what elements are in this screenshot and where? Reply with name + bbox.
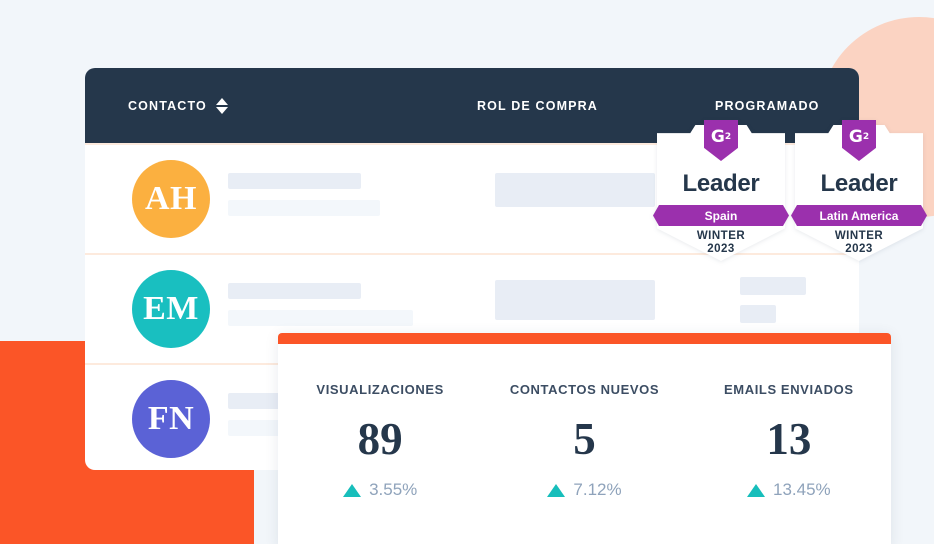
avatar: EM bbox=[132, 270, 210, 348]
g2-logo-superscript: 2 bbox=[724, 131, 732, 142]
badge-region-ribbon: Spain bbox=[653, 205, 789, 226]
badge-season-year: 2023 bbox=[707, 243, 735, 255]
stat-delta-value: 7.12% bbox=[573, 480, 622, 499]
badge-region-ribbon: Latin America bbox=[791, 205, 927, 226]
sort-descending-arrow bbox=[215, 106, 228, 114]
badge-season-name: WINTER bbox=[834, 230, 884, 242]
stat-contactos-nuevos: CONTACTOS NUEVOS 5 7.12% bbox=[482, 382, 686, 500]
skeleton-role-block bbox=[495, 280, 655, 320]
sort-arrows-icon[interactable] bbox=[215, 97, 228, 114]
skeleton-schedule-line-short bbox=[740, 305, 776, 323]
avatar: AH bbox=[132, 160, 210, 238]
stat-label: CONTACTOS NUEVOS bbox=[509, 382, 660, 397]
stats-card-accent-bar bbox=[278, 333, 891, 344]
stats-summary-card: VISUALIZACIONES 89 3.55% CONTACTOS NUEVO… bbox=[278, 333, 891, 544]
stat-value: 89 bbox=[357, 414, 403, 464]
g2-logo-superscript: 2 bbox=[862, 131, 870, 142]
stat-delta-value: 13.45% bbox=[772, 480, 831, 499]
stat-delta: 3.55% bbox=[278, 480, 482, 500]
badge-season-name: WINTER bbox=[696, 230, 746, 242]
decorative-orange-block-lower bbox=[0, 467, 254, 544]
skeleton-name-line bbox=[228, 173, 361, 189]
stat-label: EMAILS ENVIADOS bbox=[724, 382, 854, 397]
sort-ascending-arrow bbox=[215, 97, 228, 105]
table-row[interactable]: EM bbox=[85, 253, 859, 363]
stats-grid: VISUALIZACIONES 89 3.55% CONTACTOS NUEVO… bbox=[278, 344, 891, 500]
stat-value: 5 bbox=[573, 414, 596, 464]
column-header-contacto[interactable]: CONTACTO bbox=[128, 97, 228, 114]
column-header-contacto-label: CONTACTO bbox=[128, 98, 207, 113]
stat-delta: 13.45% bbox=[687, 480, 891, 500]
badge-season: WINTER 2023 bbox=[795, 230, 923, 256]
stat-label: VISUALIZACIONES bbox=[316, 382, 444, 397]
skeleton-subtext-line bbox=[228, 200, 380, 216]
stat-emails-enviados: EMAILS ENVIADOS 13 13.45% bbox=[687, 382, 891, 500]
skeleton-subtext-line bbox=[228, 310, 413, 326]
skeleton-role-block bbox=[495, 173, 655, 207]
trend-up-icon bbox=[746, 483, 765, 497]
badge-season: WINTER 2023 bbox=[657, 230, 785, 256]
badge-season-year: 2023 bbox=[845, 243, 873, 255]
column-header-rol-de-compra[interactable]: ROL DE COMPRA bbox=[477, 98, 598, 113]
stat-delta-value: 3.55% bbox=[369, 480, 418, 499]
skeleton-schedule-line bbox=[740, 277, 806, 295]
g2-logo-letter: G bbox=[710, 126, 725, 147]
stat-visualizaciones: VISUALIZACIONES 89 3.55% bbox=[278, 382, 482, 500]
skeleton-name-line bbox=[228, 283, 361, 299]
trend-up-icon bbox=[547, 483, 566, 497]
g2-logo-letter: G bbox=[848, 126, 863, 147]
avatar: FN bbox=[132, 380, 210, 458]
stat-delta: 7.12% bbox=[482, 480, 686, 500]
badge-title: Leader bbox=[682, 170, 760, 197]
column-header-programado[interactable]: PROGRAMADO bbox=[715, 98, 820, 113]
stat-value: 13 bbox=[766, 414, 812, 464]
badge-title: Leader bbox=[820, 170, 898, 197]
trend-up-icon bbox=[343, 483, 362, 497]
table-row[interactable]: AH bbox=[85, 143, 859, 253]
